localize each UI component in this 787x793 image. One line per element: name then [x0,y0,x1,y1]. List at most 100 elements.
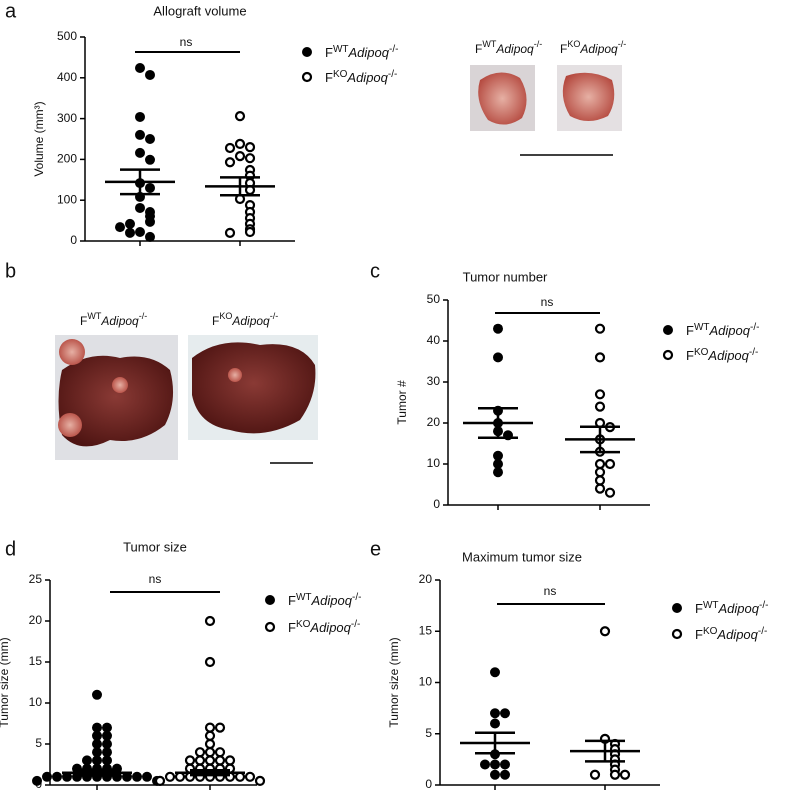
significance-label: ns [544,584,557,598]
data-point [254,775,266,787]
photo-liver [58,355,174,447]
data-point [125,218,135,229]
sem-bar [478,406,518,440]
significance-label: ns [180,35,193,49]
data-point [135,147,145,158]
label-part: WT [694,322,710,333]
allograft-photos [470,65,622,156]
data-point [174,771,186,782]
label-part: -/- [352,592,361,603]
label-part: -/- [758,626,767,637]
photo-tumor [562,72,615,121]
genotype-label: FKOAdipoq-/- [212,311,278,328]
data-point [92,689,102,700]
data-point [214,755,226,766]
data-point [500,708,510,719]
chart-title: Allograft volume [153,3,246,18]
label-part: F [288,620,296,635]
chart-title: Maximum tumor size [462,549,582,564]
photo-tumor [228,368,242,382]
data-point [224,227,236,238]
y-tick-label: 10 [427,456,441,470]
genotype-label: FWTAdipoq-/- [325,44,398,61]
data-point [145,134,155,144]
y-tick-label: 300 [57,111,77,125]
data-point [52,771,62,782]
data-point [244,771,256,782]
data-point [594,401,606,412]
y-tick-label: 15 [29,654,43,668]
genotype-label: FKOAdipoq-/- [288,619,360,636]
sem-bar [585,739,625,763]
data-point [490,718,500,729]
data-point [224,755,236,766]
label-part: -/- [534,39,543,49]
genotype-label: FWTAdipoq-/- [288,592,361,609]
label-part: Adipoq [709,323,751,338]
label-part: KO [219,311,232,321]
label-part: F [695,601,703,616]
data-point [224,142,236,154]
sem-bar [220,176,260,197]
data-point [594,458,606,470]
panel-label: c [370,260,380,282]
data-point [204,656,216,668]
panel-label: d [5,538,16,560]
liver-photos [55,335,318,464]
data-point [92,739,102,749]
data-point [145,69,155,80]
y-tick-label: 200 [57,152,77,166]
label-part: KO [567,39,580,49]
label-part: WT [333,44,349,55]
data-point [234,138,246,149]
data-point [102,739,112,749]
data-point [244,142,256,153]
label-part: -/- [351,619,360,630]
data-point [102,755,112,766]
label-part: Adipoq [231,314,270,328]
label-part: -/- [759,600,768,611]
data-point [115,222,125,233]
data-point [493,459,503,469]
data-point [135,202,145,213]
panel-label: e [370,538,381,560]
data-point [500,759,510,770]
data-point [154,775,166,787]
data-point [194,755,206,766]
legend-marker [265,595,275,605]
label-part: F [560,42,567,56]
y-tick-label: 20 [427,415,441,429]
data-point [145,216,155,227]
data-point [184,755,196,766]
label-part: -/- [389,44,398,55]
data-point [135,129,145,140]
label-part: Adipoq [348,45,390,60]
data-point [92,722,102,733]
legend-marker [671,628,683,640]
data-point [204,747,216,758]
chart-title: Tumor size [123,539,187,554]
label-part: F [695,627,703,642]
label-part: -/- [139,311,148,321]
data-point [234,151,246,162]
y-tick-label: 20 [419,572,433,586]
data-point [214,722,226,733]
label-part: F [288,593,296,608]
chart-title: Tumor number [463,269,548,284]
label-part: KO [333,69,348,80]
data-point [594,483,606,494]
data-point [594,475,606,486]
data-point [493,450,503,461]
photo-tumor [478,72,527,125]
label-part: Adipoq [707,348,749,363]
legend-marker [672,603,682,613]
legend-marker [264,621,276,633]
label-part: WT [703,600,719,611]
data-point [92,755,102,766]
data-point [204,615,216,627]
data-point [490,667,500,678]
data-point [32,775,42,786]
data-point [132,771,142,782]
data-point [244,153,256,164]
y-tick-label: 20 [29,613,43,627]
